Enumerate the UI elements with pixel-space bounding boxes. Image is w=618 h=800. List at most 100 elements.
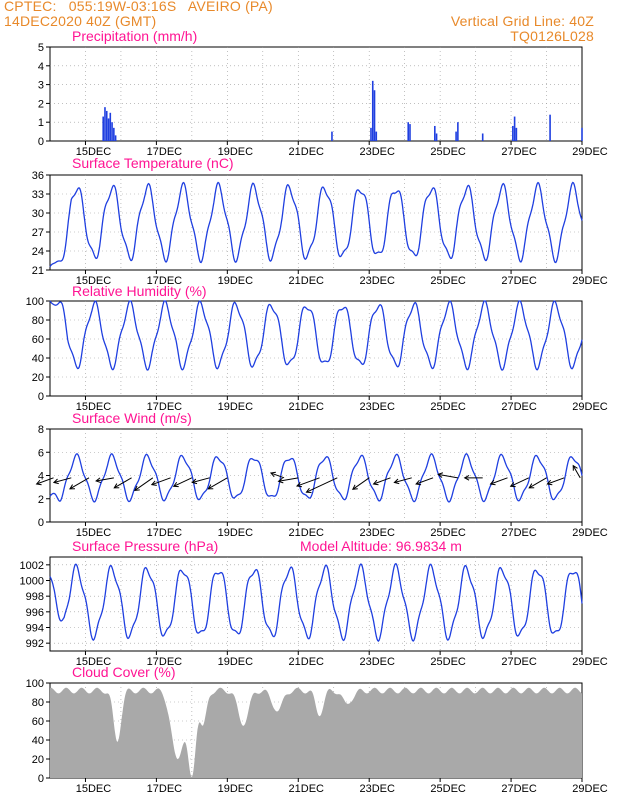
y-tick-label: 1002 (20, 560, 44, 572)
wind-arrow-head (415, 479, 422, 486)
precipitation-bar (114, 135, 117, 141)
precipitation-bar (513, 116, 516, 141)
series-line (49, 181, 583, 268)
y-tick-label: 80 (32, 315, 44, 327)
wind-arrow (547, 477, 565, 485)
y-tick-label: 80 (32, 697, 44, 709)
x-tick-label: 27DEC (501, 275, 537, 287)
wind-arrow-head (191, 478, 198, 485)
y-tick-label: 2 (38, 494, 44, 506)
y-tick-label: 40 (32, 353, 44, 365)
x-tick-label: 15DEC (76, 275, 112, 287)
station-header: CPTEC: 055:19W-03:16S AVEIRO (PA) (4, 0, 273, 14)
x-tick-label: 19DEC (218, 401, 254, 413)
x-tick-label: 17DEC (147, 401, 183, 413)
x-tick-label: 23DEC (359, 656, 395, 668)
wind-arrow-head (150, 480, 157, 486)
wind-arrow (415, 477, 434, 485)
panel-title: Relative Humidity (%) (72, 283, 207, 299)
wind-arrow (528, 477, 547, 489)
wind-arrow (438, 473, 458, 479)
precipitation-bar (481, 133, 484, 141)
wind-arrow-head (393, 478, 400, 485)
x-tick-label: 23DEC (359, 783, 395, 795)
y-tick-label: 60 (32, 716, 44, 728)
x-tick-label: 25DEC (430, 656, 466, 668)
wind-arrow (151, 477, 171, 486)
x-tick-label: 25DEC (430, 146, 466, 158)
model-code: TQ0126L028 (510, 28, 594, 44)
y-tick-label: 6 (38, 447, 44, 459)
wind-arrow (278, 477, 299, 482)
wind-arrow (490, 477, 508, 485)
wind-arrow (96, 477, 114, 482)
x-tick-label: 29DEC (572, 527, 608, 539)
y-tick-label: 60 (32, 334, 44, 346)
x-tick-label: 21DEC (289, 783, 325, 795)
panel-frame (49, 174, 583, 271)
precipitation-bar (455, 131, 457, 141)
y-tick-label: 36 (32, 170, 44, 182)
precipitation-bar (409, 124, 411, 141)
x-tick-label: 17DEC (147, 527, 183, 539)
x-tick-label: 17DEC (147, 783, 183, 795)
x-tick-label: 29DEC (572, 656, 608, 668)
wind-arrow (572, 465, 581, 479)
x-tick-label: 19DEC (218, 527, 254, 539)
x-tick-label: 27DEC (501, 146, 537, 158)
wind-arrow (69, 477, 90, 490)
x-tick-label: 27DEC (501, 656, 537, 668)
x-tick-label: 15DEC (76, 783, 112, 795)
precipitation-bar (331, 131, 333, 141)
x-tick-label: 29DEC (572, 146, 608, 158)
y-tick-label: 20 (32, 754, 44, 766)
series-line (49, 563, 583, 642)
wind-arrow-head (509, 481, 516, 488)
y-tick-label: 33 (32, 189, 44, 201)
x-tick-label: 27DEC (501, 401, 537, 413)
wind-arrow (36, 477, 54, 485)
panel-title: Surface Wind (m/s) (72, 410, 192, 426)
x-tick-label: 21DEC (289, 656, 325, 668)
y-tick-label: 0 (38, 773, 44, 785)
y-tick-label: 24 (32, 246, 44, 258)
precipitation-bar (457, 122, 459, 141)
y-tick-label: 992 (26, 638, 44, 650)
wind-arrow-head (113, 483, 120, 489)
x-tick-label: 27DEC (501, 527, 537, 539)
precipitation-bar (515, 127, 518, 141)
x-tick-label: 21DEC (289, 401, 325, 413)
panel-title: Surface Temperature (nC) (72, 155, 234, 171)
x-tick-label: 15DEC (76, 146, 112, 158)
wind-arrow-head (546, 479, 553, 486)
precipitation-bar (435, 133, 438, 141)
y-tick-label: 0 (38, 391, 44, 403)
x-tick-label: 21DEC (289, 146, 325, 158)
wind-arrow-head (572, 464, 578, 471)
y-tick-label: 100 (26, 296, 44, 308)
x-tick-label: 25DEC (430, 783, 466, 795)
wind-arrow-head (52, 478, 59, 485)
y-tick-label: 994 (26, 623, 44, 635)
precipitation-bar (373, 90, 376, 141)
wind-arrow (296, 477, 320, 487)
precipitation-bar (104, 107, 106, 141)
wind-arrow-head (296, 481, 303, 488)
x-tick-label: 23DEC (359, 146, 395, 158)
precipitation-bar (375, 131, 378, 141)
precipitation-bar (512, 125, 514, 141)
precipitation-bar (407, 122, 410, 141)
y-tick-label: 2 (38, 98, 44, 110)
panel-frame (49, 556, 583, 652)
x-tick-label: 19DEC (218, 275, 254, 287)
x-tick-label: 19DEC (218, 146, 254, 158)
y-tick-label: 27 (32, 227, 44, 239)
precipitation-bar (111, 122, 113, 141)
wind-arrow (373, 477, 391, 485)
x-tick-label: 23DEC (359, 527, 395, 539)
wind-arrow-head (351, 484, 358, 490)
wind-arrow (53, 477, 72, 483)
wind-arrow-head (133, 485, 140, 492)
wind-arrow-head (69, 484, 75, 490)
